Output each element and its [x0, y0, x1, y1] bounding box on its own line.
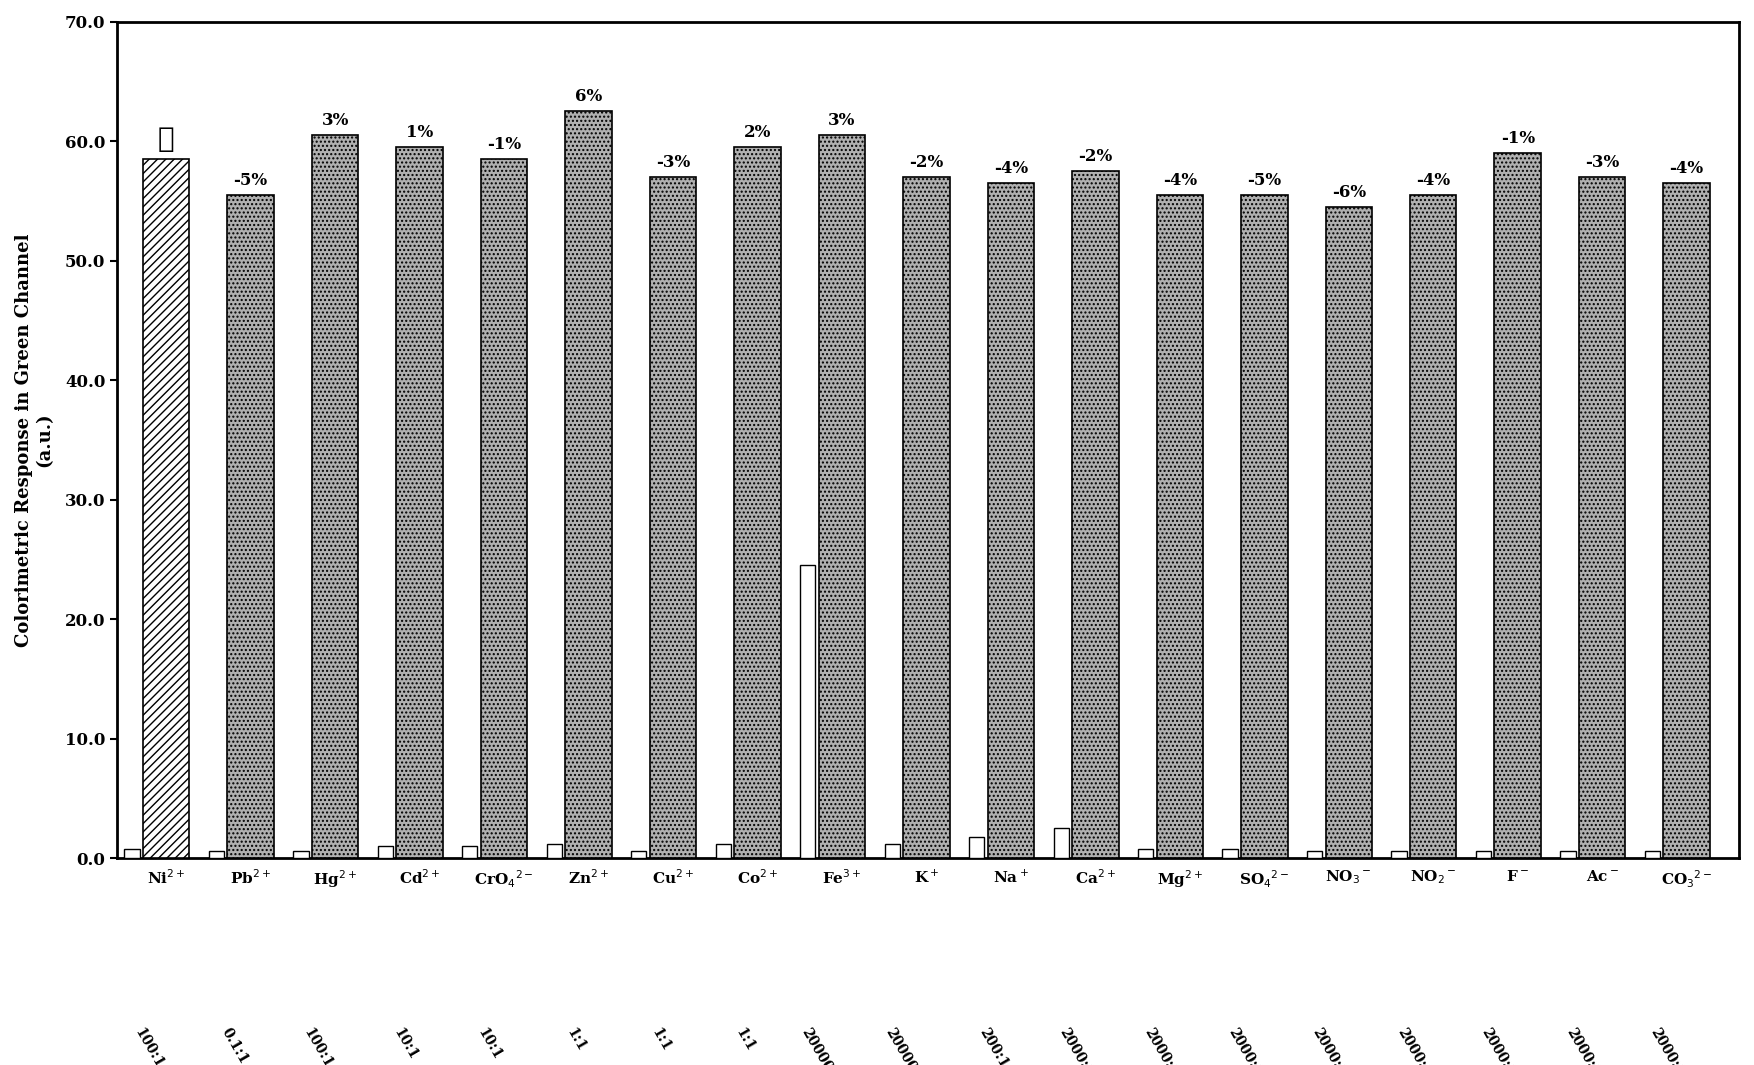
Bar	[565, 111, 612, 858]
Bar	[1494, 153, 1542, 858]
Text: -4%: -4%	[1163, 171, 1196, 189]
Bar	[547, 843, 561, 858]
Bar	[884, 843, 900, 858]
Text: 2000:1: 2000:1	[1142, 1026, 1180, 1065]
Text: 10:1: 10:1	[475, 1026, 503, 1062]
Text: -5%: -5%	[233, 171, 268, 189]
Bar	[819, 135, 865, 858]
Text: 2000:1: 2000:1	[1563, 1026, 1601, 1065]
Text: 2000:1: 2000:1	[1647, 1026, 1687, 1065]
Text: -3%: -3%	[1586, 154, 1619, 170]
Bar	[1391, 851, 1407, 858]
Text: 20000:1: 20000:1	[882, 1026, 926, 1065]
Text: 2000:1: 2000:1	[1226, 1026, 1265, 1065]
Bar	[1645, 851, 1659, 858]
Bar	[144, 159, 189, 858]
Bar	[481, 159, 528, 858]
Text: 3%: 3%	[828, 112, 856, 129]
Text: -2%: -2%	[909, 154, 944, 170]
Bar	[1242, 195, 1287, 858]
Text: 0.1:1: 0.1:1	[219, 1026, 251, 1065]
Text: 1%: 1%	[405, 124, 433, 141]
Text: 100:1: 100:1	[132, 1026, 167, 1065]
Bar	[903, 177, 949, 858]
Bar	[1561, 851, 1575, 858]
Bar	[735, 147, 781, 858]
Text: 10:1: 10:1	[391, 1026, 419, 1062]
Bar	[1579, 177, 1626, 858]
Bar	[125, 849, 140, 858]
Text: -6%: -6%	[1331, 184, 1366, 201]
Bar	[1326, 207, 1372, 858]
Bar	[1410, 195, 1456, 858]
Bar	[293, 851, 309, 858]
Text: 2000:1: 2000:1	[1479, 1026, 1517, 1065]
Bar	[649, 177, 696, 858]
Bar	[463, 847, 477, 858]
Bar	[1072, 170, 1119, 858]
Bar	[209, 851, 225, 858]
Bar	[968, 837, 984, 858]
Text: 1:1: 1:1	[649, 1026, 674, 1053]
Text: -5%: -5%	[1247, 171, 1282, 189]
Bar	[988, 183, 1035, 858]
Text: 2000:1: 2000:1	[1394, 1026, 1433, 1065]
Text: 6%: 6%	[575, 88, 602, 105]
Bar	[1054, 829, 1068, 858]
Text: -4%: -4%	[1415, 171, 1451, 189]
Text: 3%: 3%	[321, 112, 349, 129]
Bar	[631, 851, 647, 858]
Text: -3%: -3%	[656, 154, 689, 170]
Text: ☆: ☆	[158, 126, 174, 153]
Bar	[716, 843, 731, 858]
Bar	[1156, 195, 1203, 858]
Bar	[396, 147, 442, 858]
Text: 1:1: 1:1	[733, 1026, 758, 1053]
Bar	[377, 847, 393, 858]
Text: -2%: -2%	[1079, 148, 1112, 165]
Bar	[1138, 849, 1152, 858]
Bar	[1223, 849, 1238, 858]
Text: -4%: -4%	[995, 160, 1028, 177]
Bar	[1307, 851, 1323, 858]
Text: 2%: 2%	[744, 124, 772, 141]
Text: -1%: -1%	[488, 136, 521, 153]
Text: -1%: -1%	[1501, 130, 1535, 147]
Bar	[312, 135, 358, 858]
Text: 2000:1: 2000:1	[1310, 1026, 1349, 1065]
Bar	[228, 195, 274, 858]
Text: 1:1: 1:1	[565, 1026, 589, 1053]
Bar	[1663, 183, 1710, 858]
Text: 2000:1: 2000:1	[1056, 1026, 1094, 1065]
Text: 100:1: 100:1	[302, 1026, 335, 1065]
Bar	[800, 566, 816, 858]
Text: 20000:1: 20000:1	[798, 1026, 842, 1065]
Text: 200:1: 200:1	[977, 1026, 1010, 1065]
Bar	[1475, 851, 1491, 858]
Y-axis label: Colorimetric Response in Green Channel
(a.u.): Colorimetric Response in Green Channel (…	[16, 233, 54, 646]
Text: -4%: -4%	[1670, 160, 1703, 177]
